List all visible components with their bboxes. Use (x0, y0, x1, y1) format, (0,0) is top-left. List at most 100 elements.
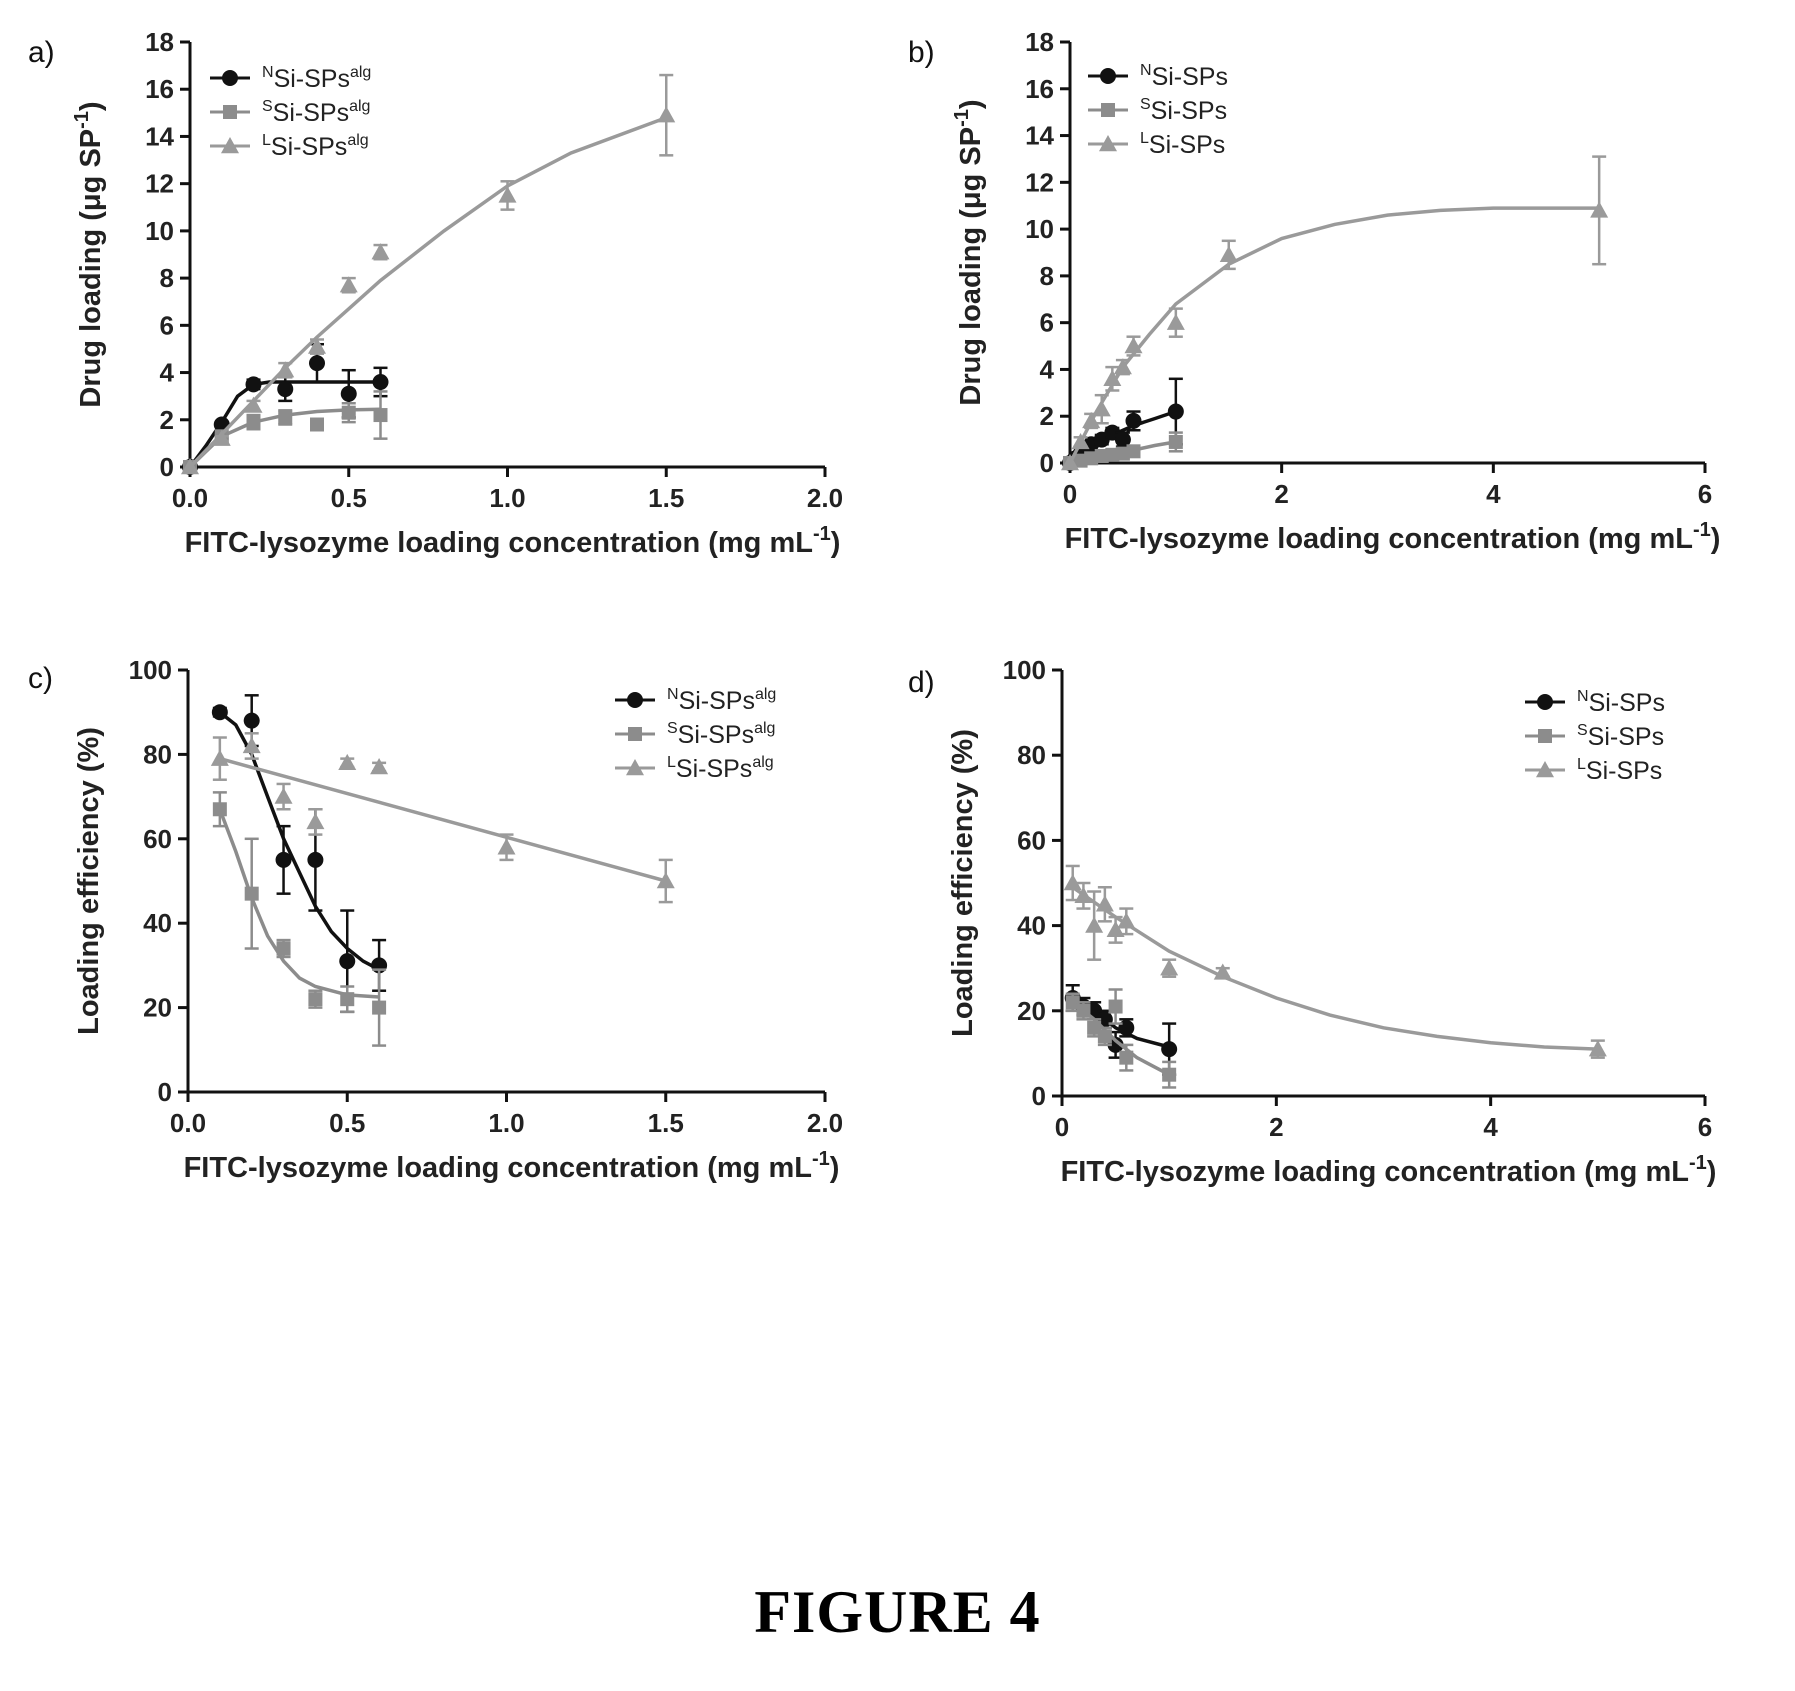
series-L (1061, 155, 1609, 471)
data-point (497, 838, 516, 855)
x-tick-label: 2 (1274, 479, 1288, 509)
legend-entry-S: SSi-SPsalg (615, 720, 775, 749)
data-point (1095, 895, 1114, 912)
data-point (498, 186, 517, 203)
y-tick-label: 12 (1025, 167, 1054, 197)
y-tick-label: 40 (143, 908, 172, 938)
data-point (1213, 963, 1232, 980)
y-tick-label: 40 (1017, 911, 1046, 941)
chart-panel-c: c) 0 20 40 60 80 100 0.0 0.5 1.0 1.5 2.0 FITC-lysozy… (28, 655, 843, 1184)
y-tick-label: 2 (1040, 401, 1054, 431)
data-point (1114, 431, 1131, 448)
data-point (243, 712, 260, 729)
fit-curve (218, 710, 380, 972)
data-point (276, 361, 295, 378)
legend-marker (222, 70, 238, 86)
y-tick-label: 0 (1040, 448, 1054, 478)
data-point (1162, 1067, 1177, 1082)
chart-panel-b: b) 0 2 4 6 8 10 12 14 16 18 0 2 4 6 FITC-lysozyme loadi… (908, 27, 1720, 555)
y-axis-label: Drug loading (μg SP-1) (951, 99, 987, 405)
x-tick-label: 1.0 (488, 1108, 524, 1138)
y-tick-label: 6 (160, 310, 174, 340)
y-tick-label: 80 (143, 739, 172, 769)
y-tick-label: 16 (1025, 74, 1054, 104)
y-tick-label: 10 (145, 216, 174, 246)
x-tick-label: 2.0 (807, 483, 843, 513)
data-point (276, 941, 291, 956)
data-point (211, 704, 228, 721)
data-point (246, 415, 261, 430)
panel-label: c) (28, 662, 53, 695)
data-point (1087, 1020, 1102, 1035)
data-point (275, 851, 292, 868)
data-point (245, 376, 262, 393)
figure-caption: FIGURE 4 (754, 1579, 1041, 1645)
legend-entry-L: LSi-SPs (1525, 756, 1662, 785)
data-point (306, 812, 325, 830)
data-point (1097, 1029, 1112, 1044)
legend-label: SSi-SPsalg (262, 98, 370, 127)
legend-marker (626, 759, 644, 776)
legend-label: NSi-SPs (1577, 688, 1665, 717)
data-point (1113, 358, 1132, 375)
data-point (1117, 912, 1136, 929)
panel-label: d) (908, 666, 935, 699)
y-tick-label: 100 (1003, 655, 1046, 685)
data-point (1092, 400, 1111, 417)
x-tick-label: 1.5 (648, 1108, 684, 1138)
x-tick-label: 0 (1063, 479, 1077, 509)
data-point (1063, 874, 1082, 891)
fit-curve (1068, 206, 1600, 464)
fit-curve (188, 380, 381, 469)
data-point (1118, 1019, 1135, 1036)
legend-marker (627, 692, 643, 708)
legend-entry-L: LSi-SPsalg (210, 132, 369, 161)
x-tick-label: 4 (1486, 479, 1501, 509)
x-axis-label: FITC-lysozyme loading concentration (mg … (1061, 1152, 1717, 1188)
data-point (212, 802, 227, 817)
legend-label: LSi-SPs (1140, 130, 1225, 159)
legend-entry-S: SSi-SPsalg (210, 98, 370, 127)
series-L (181, 73, 676, 475)
fit-curve (188, 115, 667, 469)
legend-label: LSi-SPsalg (262, 132, 369, 161)
data-point (373, 408, 388, 423)
data-point (339, 276, 358, 293)
y-tick-label: 80 (1017, 740, 1046, 770)
y-tick-label: 16 (145, 74, 174, 104)
x-axis-label: FITC-lysozyme loading concentration (mg … (1065, 519, 1721, 555)
legend-marker (1537, 694, 1553, 710)
y-tick-label: 18 (1025, 27, 1054, 57)
x-tick-label: 6 (1698, 1112, 1712, 1142)
panel-label: a) (28, 36, 55, 69)
data-point (309, 355, 325, 372)
x-tick-label: 6 (1698, 479, 1712, 509)
data-point (244, 396, 263, 413)
chart-panel-d: d) 0 20 40 60 80 100 0 2 4 6 FITC-lysozyme loading … (908, 655, 1716, 1188)
y-tick-label: 14 (145, 121, 174, 151)
x-tick-label: 0 (1055, 1112, 1069, 1142)
data-point (1219, 245, 1238, 263)
data-point (1074, 886, 1093, 903)
data-point (1108, 999, 1123, 1014)
legend-marker (223, 105, 237, 119)
data-point (210, 749, 229, 766)
y-axis-label: Drug loading (μg SP-1) (71, 101, 107, 407)
fit-curve (1071, 885, 1598, 1051)
legend-marker (1536, 761, 1554, 778)
legend-marker (1538, 729, 1552, 743)
data-point (308, 992, 323, 1007)
data-point (310, 417, 324, 432)
data-point (308, 337, 326, 354)
x-tick-label: 1.5 (648, 483, 684, 513)
y-tick-label: 12 (145, 169, 174, 199)
y-tick-label: 8 (1040, 261, 1054, 291)
x-tick-label: 0.5 (329, 1108, 365, 1138)
data-point (1160, 959, 1179, 976)
x-tick-label: 2.0 (807, 1108, 843, 1138)
legend-entry-N: NSi-SPsalg (210, 64, 371, 93)
y-tick-label: 14 (1025, 121, 1054, 151)
legend-label: LSi-SPs (1577, 756, 1662, 785)
x-axis-label: FITC-lysozyme loading concentration (mg … (185, 523, 841, 559)
series-S (212, 791, 387, 1047)
